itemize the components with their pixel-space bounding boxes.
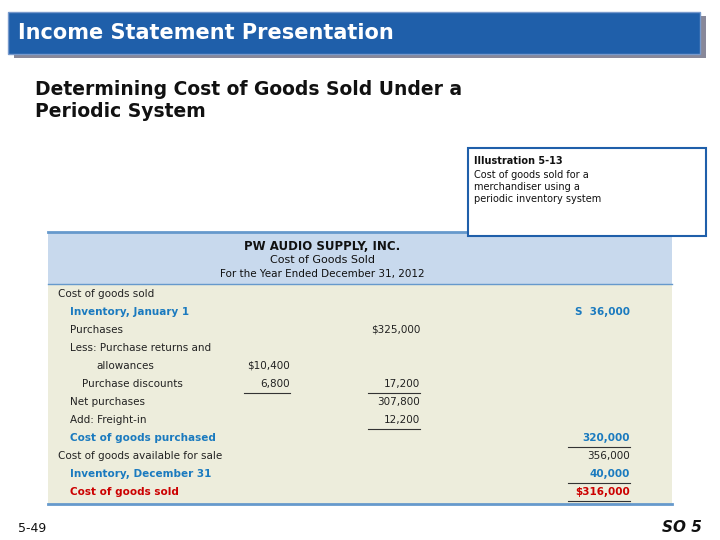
Bar (468, 148, 706, 236)
Text: Net purchases: Net purchases (70, 397, 145, 407)
Text: Cost of goods sold: Cost of goods sold (58, 289, 154, 299)
Text: 320,000: 320,000 (582, 433, 630, 443)
Text: For the Year Ended December 31, 2012: For the Year Ended December 31, 2012 (220, 269, 425, 279)
Text: 40,000: 40,000 (590, 469, 630, 479)
Text: 356,000: 356,000 (588, 451, 630, 461)
Text: Cost of goods sold for a: Cost of goods sold for a (474, 170, 589, 180)
Text: Add: Freight-in: Add: Freight-in (70, 415, 146, 425)
Bar (14, 16, 706, 58)
Text: Periodic System: Periodic System (35, 102, 206, 121)
Text: 307,800: 307,800 (377, 397, 420, 407)
Text: Less: Purchase returns and: Less: Purchase returns and (70, 343, 211, 353)
Text: Inventory, January 1: Inventory, January 1 (70, 307, 189, 317)
Text: PW AUDIO SUPPLY, INC.: PW AUDIO SUPPLY, INC. (244, 240, 401, 253)
Text: $325,000: $325,000 (371, 325, 420, 335)
Text: Purchases: Purchases (70, 325, 123, 335)
Text: SO 5: SO 5 (662, 521, 702, 536)
Text: Cost of goods available for sale: Cost of goods available for sale (58, 451, 222, 461)
Text: $316,000: $316,000 (575, 487, 630, 497)
Text: 6,800: 6,800 (261, 379, 290, 389)
Text: $10,400: $10,400 (247, 361, 290, 371)
Text: Inventory, December 31: Inventory, December 31 (70, 469, 212, 479)
Bar (48, 284, 672, 504)
Text: Illustration 5-13: Illustration 5-13 (474, 156, 562, 166)
Bar (48, 232, 672, 284)
Text: 5-49: 5-49 (18, 522, 46, 535)
Text: Income Statement Presentation: Income Statement Presentation (18, 23, 394, 43)
Text: allowances: allowances (96, 361, 154, 371)
Text: periodic inventory system: periodic inventory system (474, 194, 601, 204)
Text: 12,200: 12,200 (384, 415, 420, 425)
Text: merchandiser using a: merchandiser using a (474, 182, 580, 192)
Text: Purchase discounts: Purchase discounts (82, 379, 183, 389)
Text: Cost of Goods Sold: Cost of Goods Sold (270, 255, 375, 265)
Text: Cost of goods sold: Cost of goods sold (70, 487, 179, 497)
Text: Determining Cost of Goods Sold Under a: Determining Cost of Goods Sold Under a (35, 80, 462, 99)
Text: S  36,000: S 36,000 (575, 307, 630, 317)
Text: 17,200: 17,200 (384, 379, 420, 389)
Bar (8, 12, 700, 54)
Text: Cost of goods purchased: Cost of goods purchased (70, 433, 216, 443)
